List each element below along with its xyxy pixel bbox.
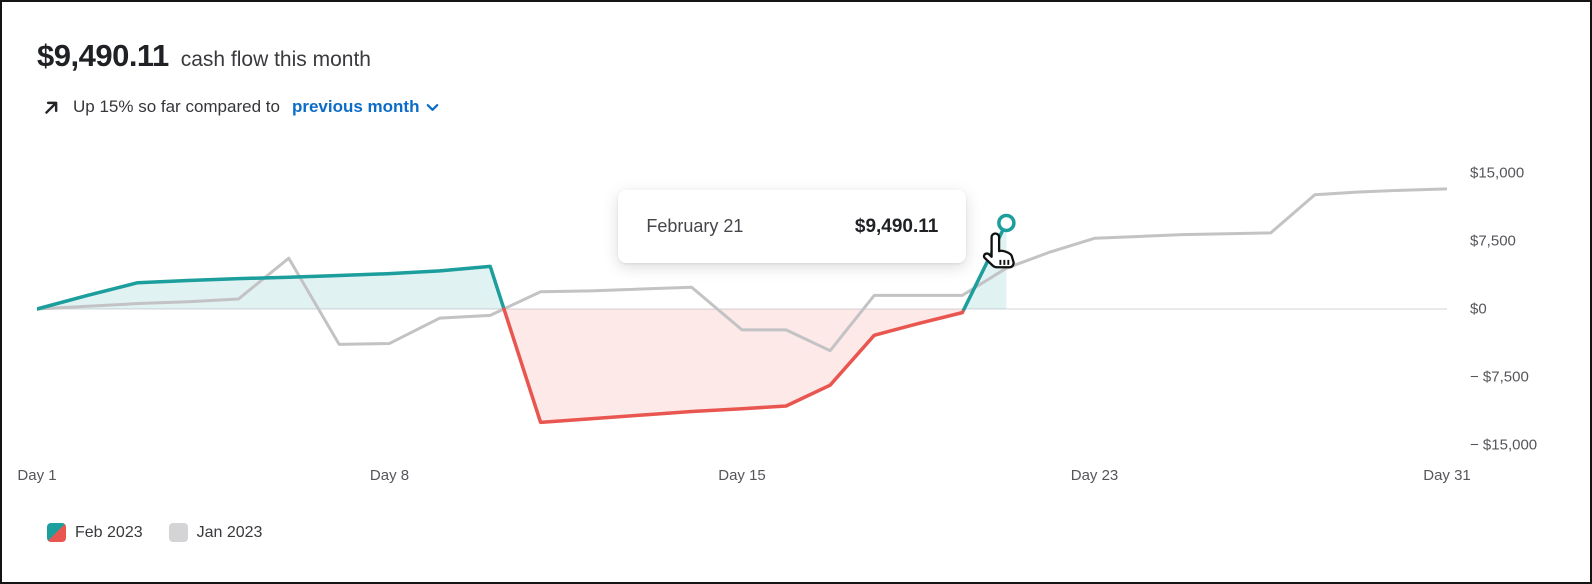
x-axis-label: Day 31 [1423, 467, 1471, 484]
hand-cursor-icon [980, 231, 1022, 282]
cash-flow-amount: $9,490.11 [37, 38, 169, 73]
jan-2023-line [37, 187, 1447, 353]
chart-tooltip: February 21 $9,490.11 [618, 190, 967, 263]
y-axis-label: $7,500 [1470, 232, 1516, 250]
feb-positive-area [37, 266, 504, 309]
legend-item-jan-2023: Jan 2023 [168, 523, 263, 542]
feb-negative-area [503, 309, 965, 423]
legend-item-feb-2023: Feb 2023 [47, 523, 143, 542]
y-axis-label: $15,000 [1470, 164, 1525, 182]
y-axis-label: − $7,500 [1470, 368, 1529, 386]
x-axis-label: Day 15 [718, 467, 766, 484]
highlight-marker[interactable] [997, 213, 1016, 233]
previous-month-dropdown[interactable]: previous month [292, 97, 441, 117]
chevron-down-icon [425, 100, 440, 115]
x-axis-label: Day 8 [369, 467, 410, 484]
card-header: $9,490.11 cash flow this month [37, 38, 371, 74]
feb-2023-line-positive [37, 264, 506, 311]
previous-month-label: previous month [291, 97, 420, 116]
legend: Feb 2023 Jan 2023 [47, 523, 262, 542]
y-axis-label: $0 [1470, 300, 1487, 318]
cash-flow-caption: cash flow this month [180, 48, 371, 71]
x-axis-label: Day 1 [17, 467, 57, 484]
legend-label: Jan 2023 [196, 523, 263, 541]
x-axis-label: Day 23 [1070, 467, 1119, 484]
trend-text: Up 15% so far compared to [73, 97, 280, 116]
trend-row: Up 15% so far compared to previous month [42, 97, 440, 117]
jan-2023-swatch-icon [168, 523, 188, 542]
feb-2023-swatch-icon [47, 523, 66, 542]
tooltip-date: February 21 [646, 216, 744, 236]
y-axis-label: − $15,000 [1470, 436, 1538, 454]
legend-label: Feb 2023 [75, 523, 143, 541]
trend-up-arrow-icon [42, 98, 61, 117]
feb-2023-line-negative [502, 307, 966, 425]
tooltip-value: $9,490.11 [854, 215, 939, 237]
cash-flow-chart[interactable] [37, 152, 1447, 467]
